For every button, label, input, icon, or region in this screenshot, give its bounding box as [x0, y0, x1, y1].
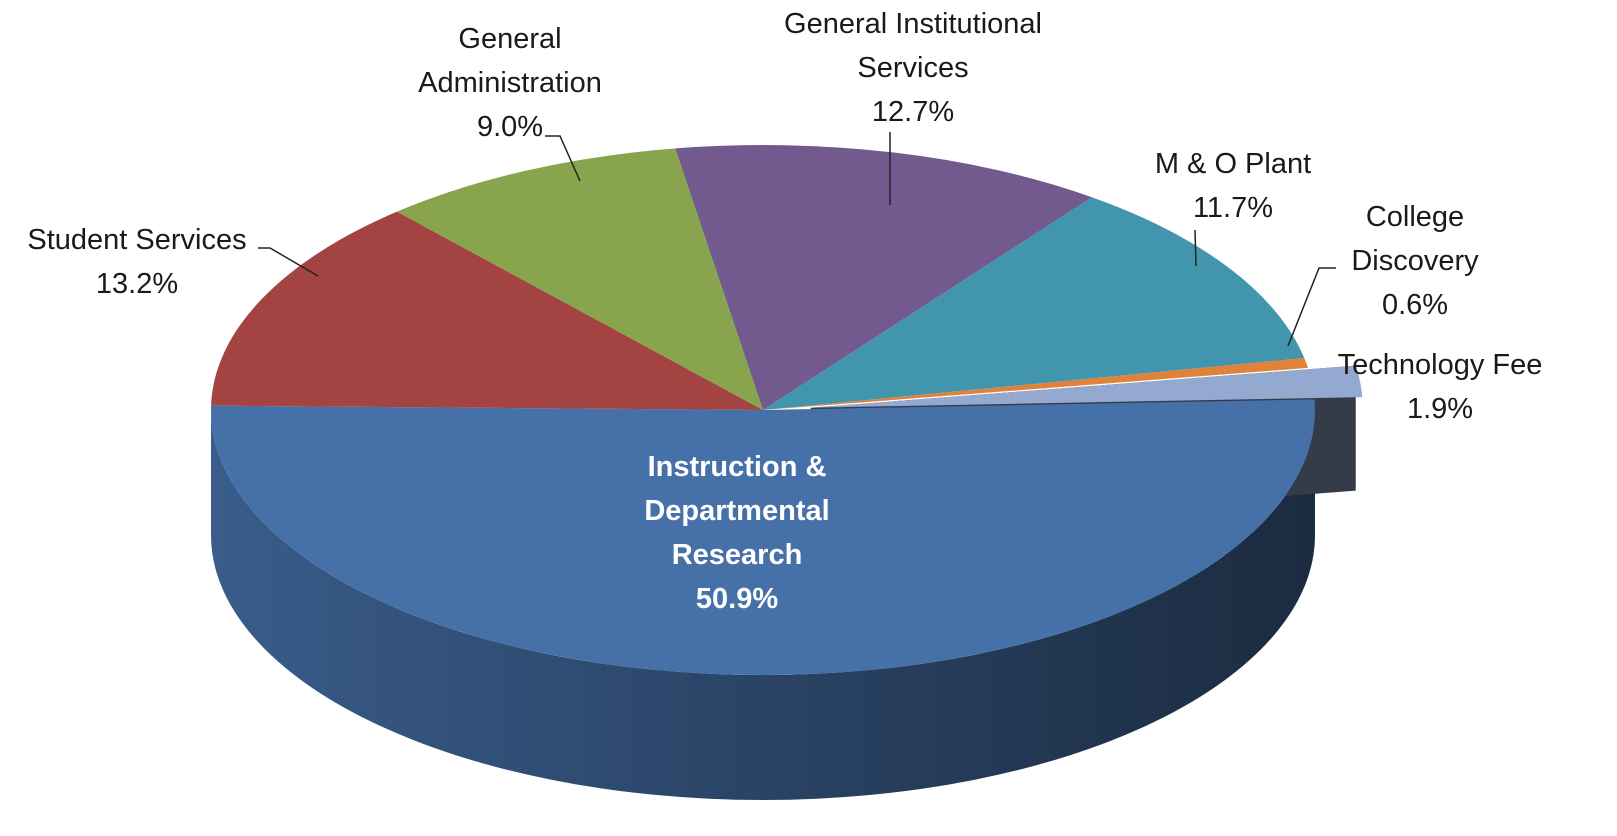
data-label: Student Services 13.2%: [0, 218, 277, 306]
value-label: 0.6%: [1381, 289, 1449, 321]
data-label: General Administration 9.0%: [390, 17, 630, 149]
pie-slice: [763, 197, 1305, 410]
data-label: College Discovery 0.6%: [1330, 195, 1500, 327]
data-label: General Institutional Services 12.7%: [748, 2, 1078, 134]
pie-slice: [675, 144, 1092, 410]
value-label: 11.7%: [1192, 192, 1274, 224]
pie-slice: [810, 365, 1363, 408]
leader-line: [1287, 267, 1336, 347]
category-label: General Institutional Services: [784, 8, 1042, 84]
value-label: 13.2%: [95, 268, 179, 300]
leader-lines: [258, 132, 1336, 347]
value-label: 9.0%: [476, 111, 544, 143]
value-label: 50.9%: [695, 583, 779, 615]
leader-line: [1194, 229, 1197, 267]
category-label: College Discovery: [1351, 201, 1479, 277]
value-label: 12.7%: [871, 96, 955, 128]
category-label: General Administration: [418, 23, 602, 99]
leader-line: [545, 135, 581, 182]
category-label: Instruction & Departmental Research: [644, 451, 830, 571]
leader-line: [258, 247, 319, 277]
data-label: Technology Fee 1.9%: [1315, 343, 1565, 431]
category-label: Technology Fee: [1337, 349, 1543, 381]
pie-slice: [763, 358, 1308, 410]
category-label: Student Services: [27, 224, 247, 256]
pie-slice: [211, 211, 763, 410]
slice-side: [211, 410, 1315, 800]
pie-slice: [396, 148, 763, 410]
pie-slice: [211, 399, 1316, 675]
category-label: M & O Plant: [1154, 148, 1312, 180]
slices: [211, 144, 1363, 675]
value-label: 1.9%: [1406, 393, 1474, 425]
data-label: Instruction & Departmental Research 50.9%: [607, 445, 867, 621]
data-label: M & O Plant 11.7%: [1123, 142, 1343, 230]
